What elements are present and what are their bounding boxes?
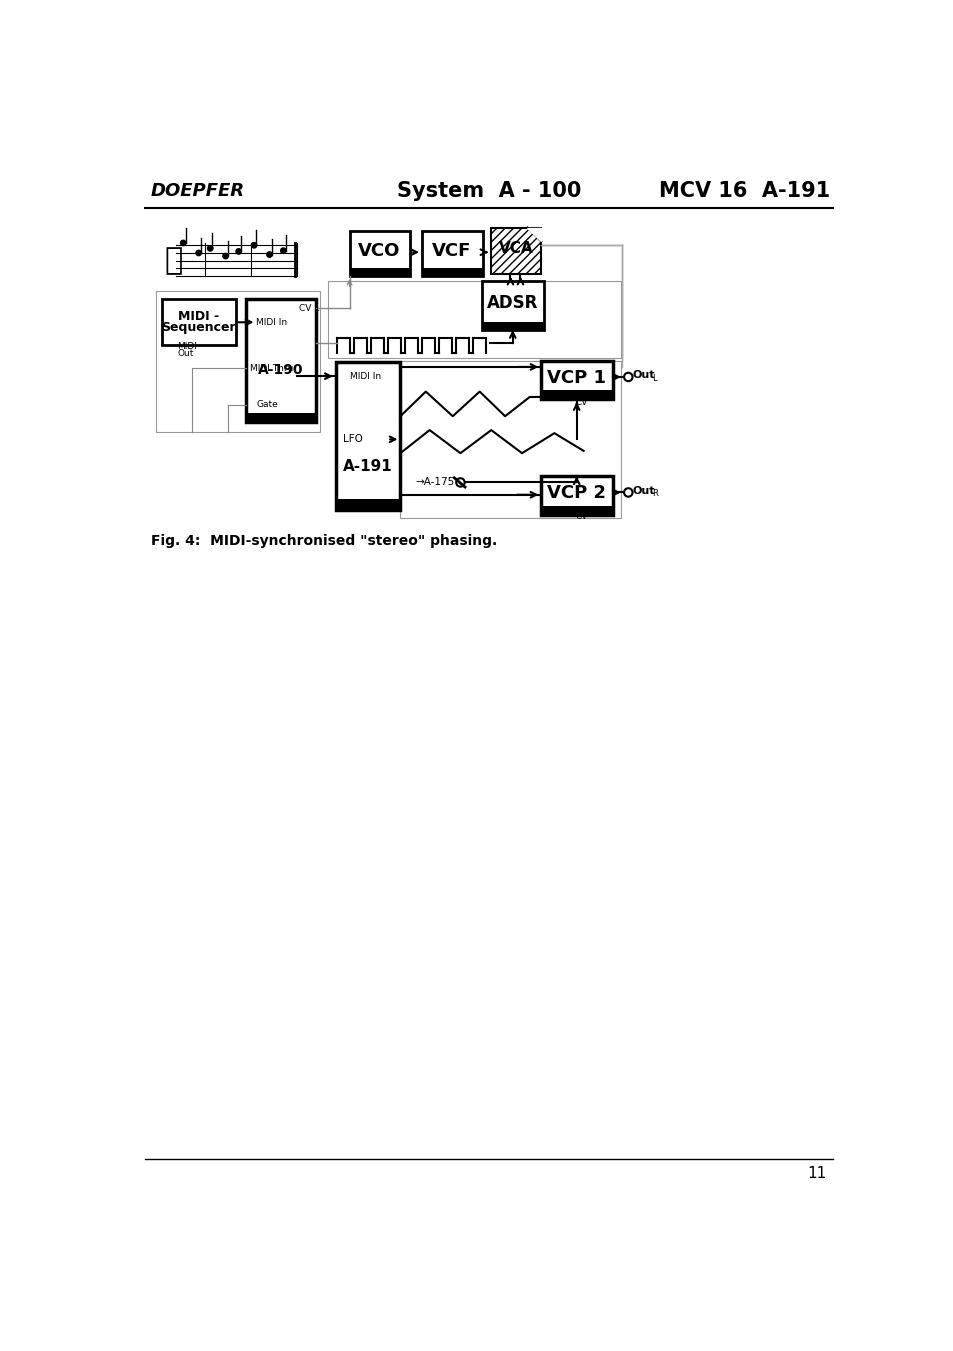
Bar <box>335 362 400 511</box>
Text: MIDI Thru: MIDI Thru <box>250 363 294 373</box>
Circle shape <box>180 240 186 246</box>
Bar <box>481 281 543 330</box>
Text: Fig. 4:  MIDI-synchronised "stereo" phasing.: Fig. 4: MIDI-synchronised "stereo" phasi… <box>151 534 497 549</box>
Text: VCA: VCA <box>498 240 533 255</box>
Text: Gate: Gate <box>256 400 278 409</box>
Text: L: L <box>652 374 656 382</box>
Text: A-190: A-190 <box>258 363 303 377</box>
Bar <box>328 281 620 358</box>
Text: CV 1: CV 1 <box>298 304 319 313</box>
Bar <box>335 500 400 511</box>
Text: Out: Out <box>632 486 655 496</box>
Bar <box>421 269 482 276</box>
Bar <box>540 390 612 400</box>
Text: ADSR: ADSR <box>487 295 537 312</box>
Circle shape <box>223 254 228 259</box>
Text: MIDI In: MIDI In <box>256 317 287 327</box>
Bar <box>246 413 315 423</box>
Circle shape <box>207 246 213 251</box>
Bar <box>540 505 612 515</box>
Text: Out: Out <box>177 349 193 358</box>
Text: →A-175: →A-175 <box>416 477 455 488</box>
Circle shape <box>280 249 286 254</box>
Circle shape <box>195 250 201 255</box>
Text: R: R <box>652 489 658 499</box>
Text: MIDI In: MIDI In <box>349 372 380 381</box>
Text: CV: CV <box>576 397 588 407</box>
Text: System  A - 100: System A - 100 <box>396 181 580 201</box>
Bar <box>155 290 320 431</box>
Text: DOEPFER: DOEPFER <box>151 182 245 200</box>
Bar <box>400 361 620 517</box>
Text: VCP 1: VCP 1 <box>547 369 605 386</box>
Text: MIDI: MIDI <box>177 342 196 351</box>
Text: A-191: A-191 <box>343 459 393 474</box>
Bar <box>491 227 540 274</box>
Bar <box>481 323 543 330</box>
Text: CV: CV <box>576 512 588 521</box>
Bar <box>540 361 612 400</box>
Circle shape <box>252 243 256 249</box>
Bar <box>161 299 235 346</box>
Polygon shape <box>527 227 540 242</box>
Text: 𝄞: 𝄞 <box>165 246 183 276</box>
Text: Sequencer: Sequencer <box>161 322 235 334</box>
Text: MCV 16  A-191: MCV 16 A-191 <box>659 181 829 201</box>
Text: LFO: LFO <box>343 434 363 444</box>
Text: 11: 11 <box>807 1166 826 1181</box>
Circle shape <box>267 251 272 257</box>
Text: VCP 2: VCP 2 <box>547 484 605 503</box>
Bar <box>246 299 315 423</box>
Text: Out: Out <box>632 370 655 381</box>
Text: VCF: VCF <box>432 242 471 261</box>
Text: VCO: VCO <box>358 242 400 261</box>
Bar <box>349 231 410 276</box>
Bar <box>540 477 612 515</box>
Bar <box>349 269 410 276</box>
Text: MIDI -: MIDI - <box>178 309 219 323</box>
Bar <box>421 231 482 276</box>
Circle shape <box>235 249 241 254</box>
